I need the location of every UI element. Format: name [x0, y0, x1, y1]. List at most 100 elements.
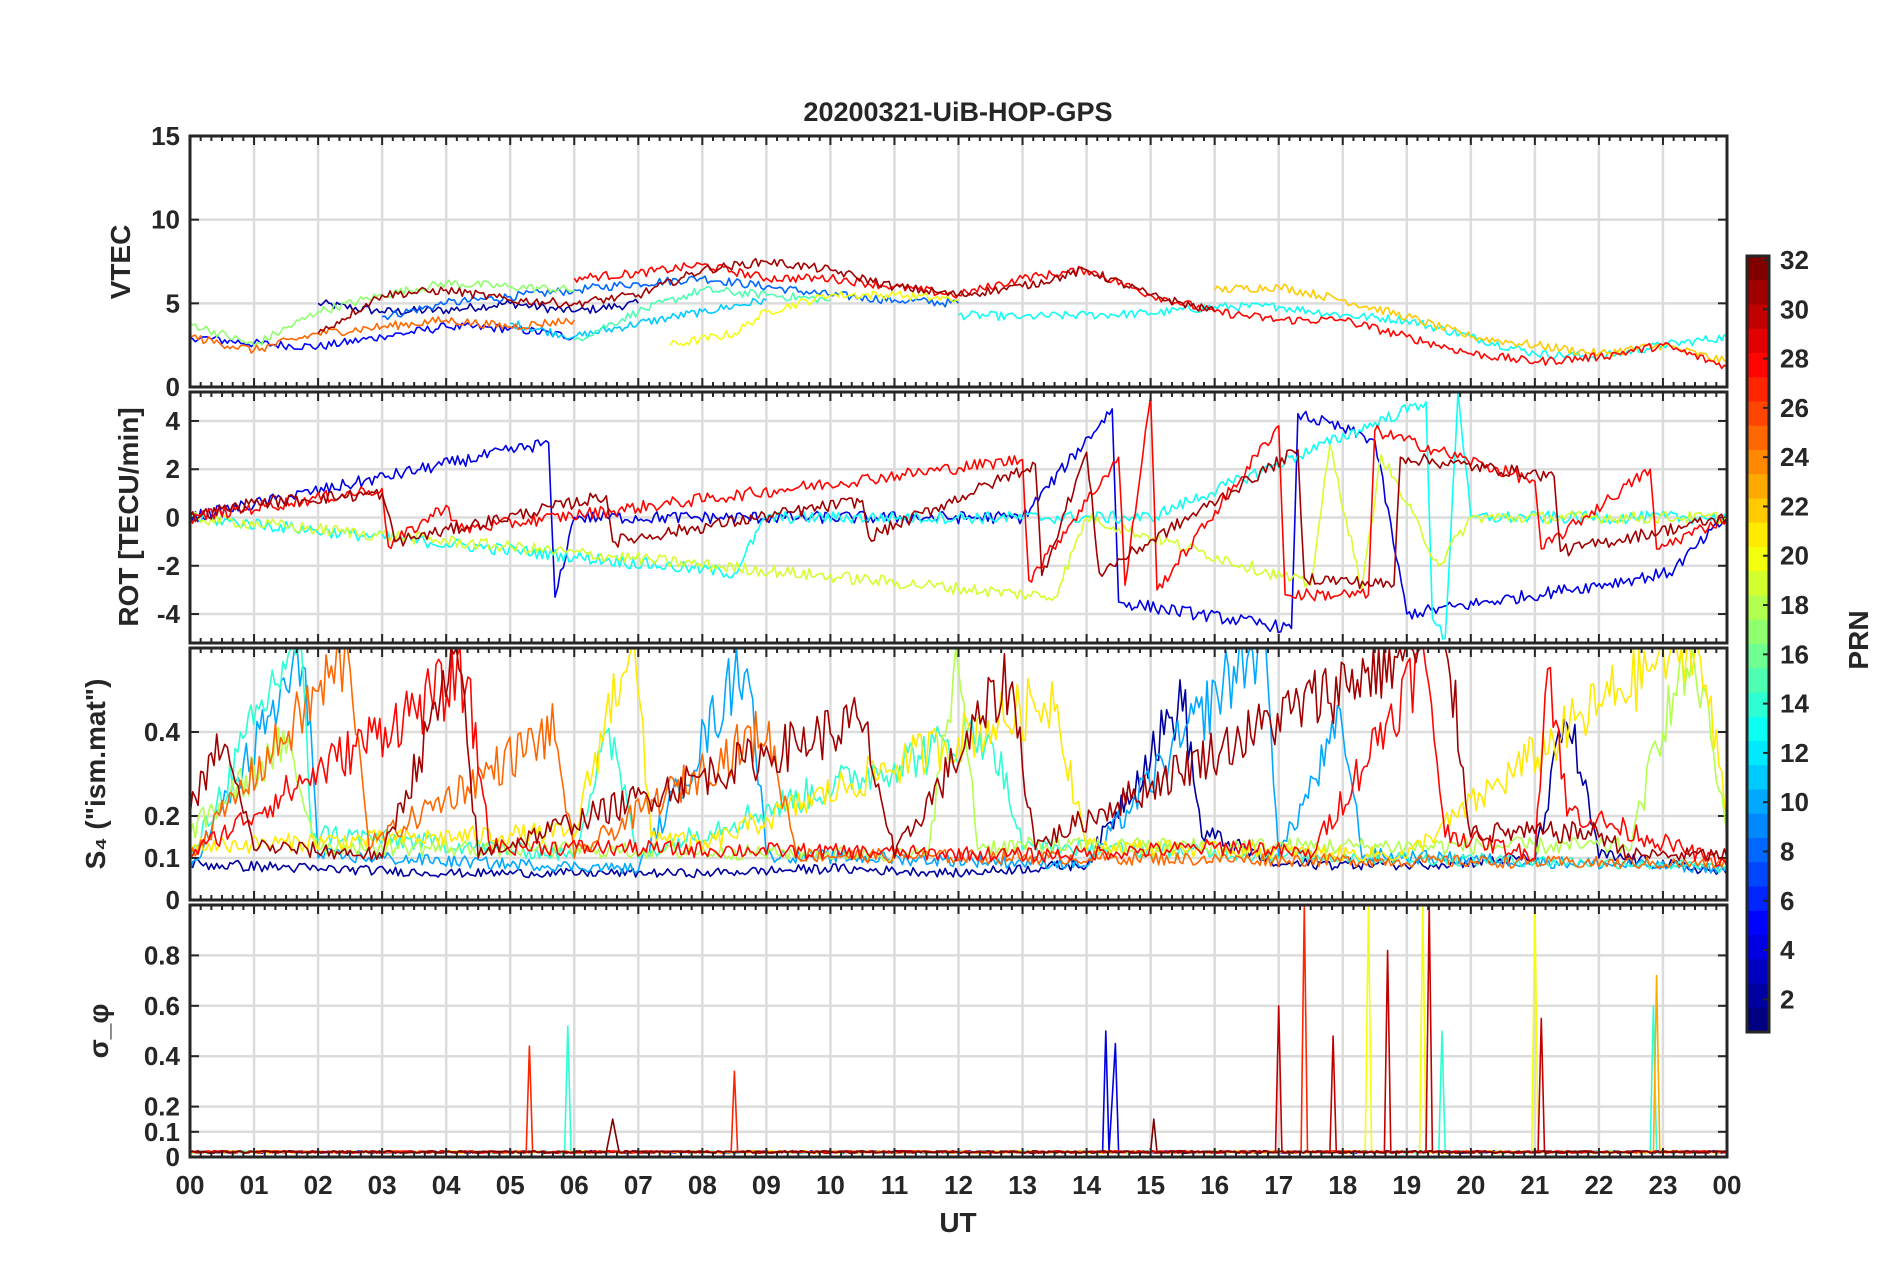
colorbar-band [1747, 571, 1769, 597]
x-axis: 00 01 02 03 04 05 06 07 08 09 10 11 12 13 14 15 16 17 18 19… [176, 1170, 1742, 1200]
x-tick-label: 14 [1072, 1170, 1101, 1200]
colorbar-tick-label: 14 [1780, 689, 1809, 719]
vtec-y-tick-label: 15 [151, 121, 180, 151]
s4-series-prn-31 [190, 648, 1727, 862]
colorbar-band [1747, 619, 1769, 645]
rot-series-prn-31 [190, 449, 1727, 590]
sigma_phi-y-tick-label: 0.1 [144, 1117, 180, 1147]
rot-axis-box [188, 390, 1729, 645]
rot-series-group [190, 392, 1727, 640]
vtec-series-prn-2 [317, 298, 639, 315]
sigma_phi-y-tick-label: 0.4 [144, 1041, 181, 1071]
colorbar-band [1747, 692, 1769, 718]
colorbar-tick-label: 16 [1780, 639, 1809, 669]
colorbar-band [1747, 765, 1769, 791]
colorbar-tick-label: 22 [1780, 491, 1809, 521]
colorbar-tick-label: 32 [1780, 245, 1809, 275]
colorbar-tick-label: 20 [1780, 541, 1809, 571]
colorbar-tick-label: 6 [1780, 886, 1794, 916]
x-tick-label: 07 [624, 1170, 653, 1200]
x-tick-label: 21 [1520, 1170, 1549, 1200]
colorbar-band [1747, 280, 1769, 306]
x-tick-label: 17 [1264, 1170, 1293, 1200]
x-tick-label: 01 [240, 1170, 269, 1200]
rot-y-tick-label: 0 [166, 503, 180, 533]
vtec-series-prn-22 [1214, 283, 1727, 364]
sigma_phi-y-tick-label: 0 [166, 1142, 180, 1172]
colorbar-band [1747, 547, 1769, 572]
rot-y-tick-label: -2 [157, 551, 180, 581]
colorbar-band [1747, 862, 1769, 888]
s4-series-prn-18 [190, 648, 1727, 862]
x-tick-label: 04 [432, 1170, 461, 1200]
x-tick-label: 09 [752, 1170, 781, 1200]
colorbar-tick-label: 12 [1780, 738, 1809, 768]
x-tick-label: 16 [1200, 1170, 1229, 1200]
colorbar-band [1747, 353, 1769, 378]
x-tick-label: 10 [816, 1170, 845, 1200]
x-tick-label: 15 [1136, 1170, 1165, 1200]
vtec-y-tick-label: 5 [166, 288, 180, 318]
colorbar-band [1747, 668, 1769, 694]
s4-series-prn-21 [190, 648, 1727, 862]
colorbar-band [1747, 935, 1769, 960]
colorbar-tick-label: 24 [1780, 442, 1809, 472]
colorbar-band [1747, 959, 1769, 985]
x-tick-label: 13 [1008, 1170, 1037, 1200]
colorbar-band [1747, 474, 1769, 500]
vtec-y-tick-label: 0 [166, 372, 180, 402]
rot-y-tick-label: 2 [166, 454, 180, 484]
colorbar-tick-label: 2 [1780, 984, 1794, 1014]
x-tick-label: 03 [368, 1170, 397, 1200]
colorbar-frame [1745, 254, 1771, 1034]
x-tick-label: 02 [304, 1170, 333, 1200]
vtec-series-prn-11 [510, 297, 767, 340]
sigma_phi-y-tick-label: 0.8 [144, 940, 180, 970]
colorbar-band [1747, 401, 1769, 427]
rot-series-prn-4 [190, 408, 1727, 634]
x-tick-label: 11 [881, 1170, 909, 1200]
x-tick-label: 12 [944, 1170, 973, 1200]
colorbar-band [1747, 377, 1769, 403]
rot-y-axis-label: ROT [TECU/min] [113, 407, 144, 626]
colorbar-band [1747, 425, 1769, 451]
rot-series-prn-19 [190, 444, 1727, 602]
vtec-series-prn-5 [190, 322, 575, 351]
sigma_phi-axis-box [188, 903, 1729, 1159]
x-tick-label: 08 [688, 1170, 717, 1200]
colorbar-tick-label: 26 [1780, 393, 1809, 423]
colorbar-tick-label: 8 [1780, 836, 1794, 866]
colorbar-label: PRN [1843, 610, 1874, 669]
colorbar-band [1747, 595, 1769, 621]
colorbar-band [1747, 304, 1769, 330]
colorbar-band [1747, 522, 1769, 548]
colorbar-tick-label: 18 [1780, 590, 1809, 620]
colorbar-band [1747, 813, 1769, 839]
colorbar-band [1747, 328, 1769, 354]
x-tick-label: 06 [560, 1170, 589, 1200]
s4-axis-box [188, 646, 1729, 902]
s4-y-tick-label: 0.1 [144, 843, 180, 873]
x-tick-label: 22 [1584, 1170, 1613, 1200]
panel-sigma_phi: 00.10.2 0.4 0.6 0.8 σ_φ [83, 903, 1729, 1172]
sigma_phi-y-axis-label: σ_φ [83, 1004, 114, 1059]
vtec-series-group [190, 257, 1727, 370]
s4-y-tick-label: 0 [166, 885, 180, 915]
colorbar-band [1747, 910, 1769, 936]
colorbar-band [1747, 256, 1769, 281]
colorbar-band [1747, 983, 1769, 1009]
s4-y-tick-label: 0.4 [144, 717, 181, 747]
colorbar-tick-label: 28 [1780, 344, 1809, 374]
x-tick-label: 05 [496, 1170, 525, 1200]
vtec-series-prn-25 [190, 316, 575, 354]
vtec-y-axis-label: VTEC [105, 225, 136, 300]
sigma_phi-y-tick-label: 0.6 [144, 991, 180, 1021]
vtec-series-prn-20 [669, 290, 959, 347]
colorbar-band [1747, 886, 1769, 912]
x-tick-label: 00 [176, 1170, 205, 1200]
s4-y-axis-label: S₄ ("ism.mat") [80, 679, 111, 870]
rot-y-tick-label: -4 [157, 599, 181, 629]
colorbar-band [1747, 716, 1769, 742]
